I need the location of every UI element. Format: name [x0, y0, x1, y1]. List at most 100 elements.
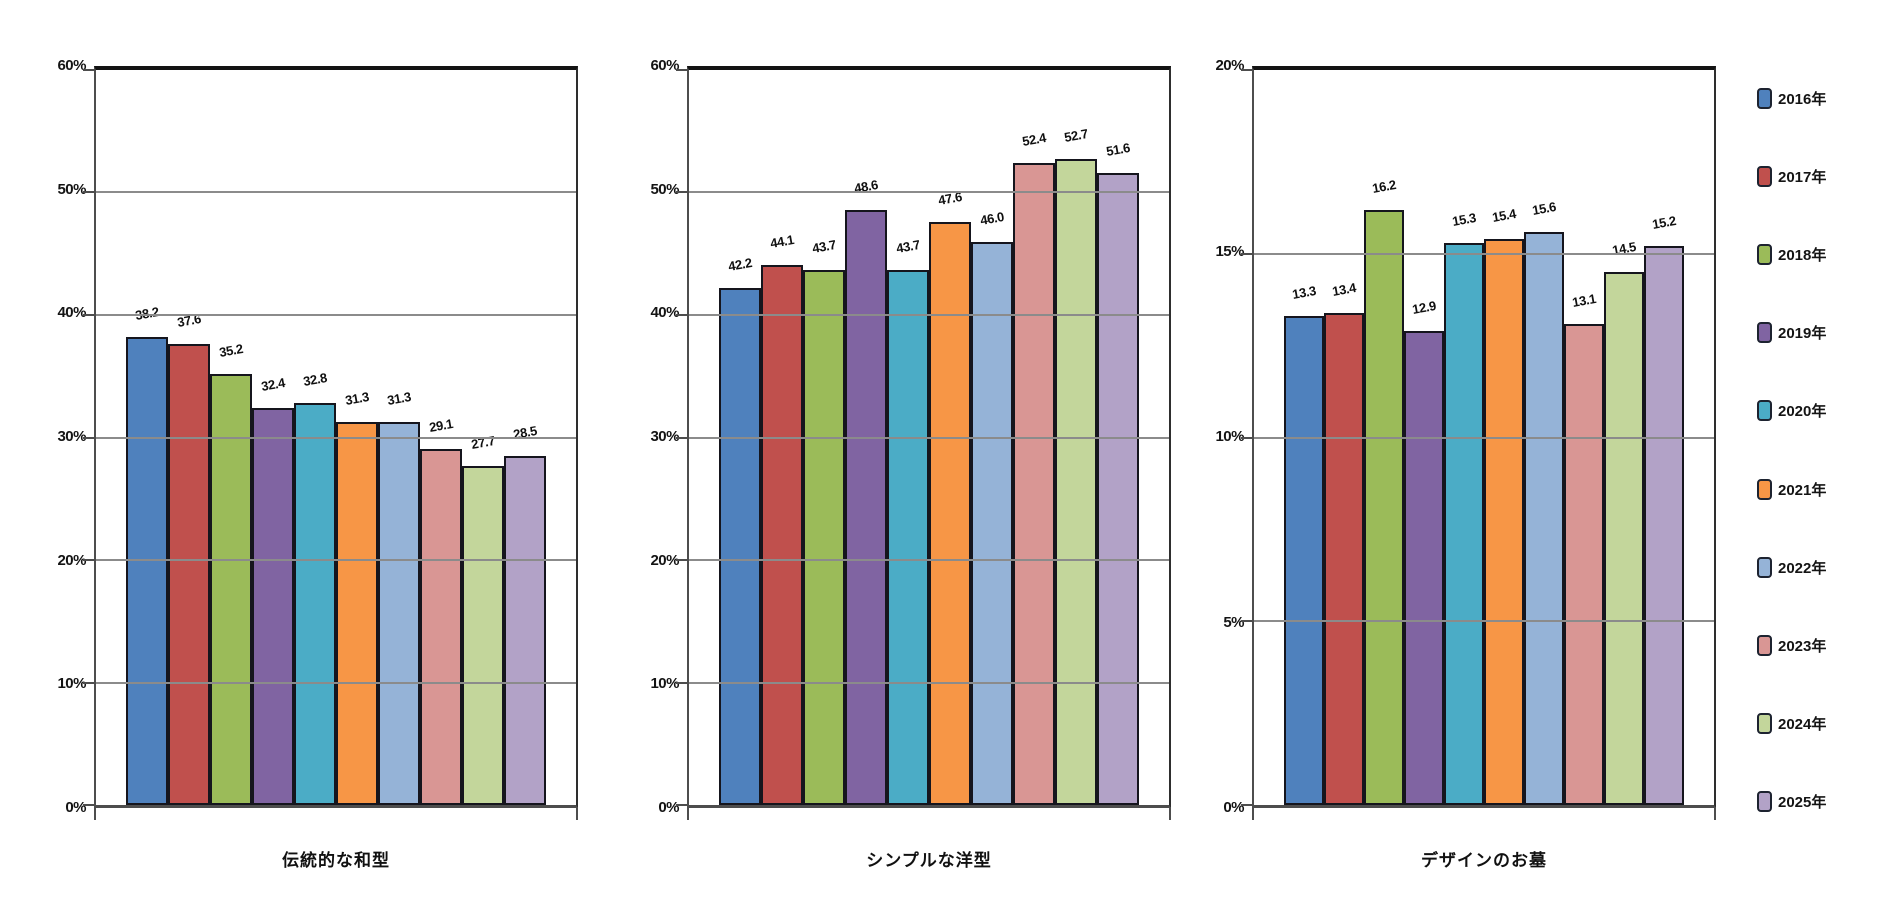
category-label: シンプルな洋型	[866, 851, 992, 870]
legend-label: 2023年	[1778, 637, 1827, 655]
y-tick-label: 20%	[57, 551, 86, 569]
gridline	[1254, 436, 1714, 439]
legend-item-2019年: 2019年	[1757, 322, 1827, 344]
bar-2024年	[1055, 159, 1097, 805]
bar-value-label: 31.3	[386, 388, 412, 408]
y-tick-label: 20%	[1215, 57, 1244, 74]
bar-value-label: 16.2	[1371, 176, 1397, 196]
bar-value-label: 12.9	[1411, 297, 1437, 317]
gridline	[96, 191, 576, 194]
plot-column: 13.3 13.4 16.2 12.9 15.3 15.4 15.6 13.1 14.5 15.2…	[1241, 66, 1716, 871]
bar-slot-2019年: 48.6	[845, 70, 887, 805]
bar-2021年	[336, 421, 378, 805]
gridline	[96, 558, 576, 561]
legend-item-2017年: 2017年	[1757, 166, 1826, 188]
bar-2019年	[845, 209, 887, 805]
legend-item-2021年: 2021年	[1757, 478, 1827, 500]
bar-2025年	[1644, 246, 1684, 805]
legend-label: 2020年	[1778, 403, 1827, 421]
legend-label: 2016年	[1778, 91, 1827, 108]
bar-value-label: 43.7	[811, 236, 837, 256]
bar-slot-2022年: 15.6	[1524, 70, 1564, 805]
y-axis: 60% 50% 40% 30% 20% 10% 0%	[42, 57, 94, 816]
bar-2022年	[378, 421, 420, 805]
bar-value-label: 28.5	[512, 422, 538, 442]
y-axis-tick	[83, 804, 94, 806]
bar-slot-2018年: 35.2	[210, 70, 252, 805]
bar-slot-2020年: 43.7	[887, 70, 929, 805]
y-axis-tick	[676, 558, 687, 561]
y-tick-label: 30%	[650, 428, 679, 445]
legend-swatch	[1757, 478, 1772, 500]
bar-value-label: 14.5	[1611, 239, 1637, 259]
bar-slot-2023年: 52.4	[1013, 70, 1055, 805]
y-axis-tick	[676, 69, 687, 71]
legend: 2016年 2017年 2018年 2019年 2020年 2021年 2022年 2023年…	[1757, 88, 1826, 812]
bar-2017年	[761, 264, 803, 805]
bar-value-label: 13.3	[1291, 283, 1317, 303]
bars-group: 42.2 44.1 43.7 48.6 43.7 47.6 46.0 52.4 52.7 51.6	[689, 70, 1169, 805]
bars-group: 13.3 13.4 16.2 12.9 15.3 15.4 15.6 13.1 14.5 15.2	[1254, 70, 1714, 805]
bar-value-label: 15.6	[1531, 198, 1557, 218]
legend-label: 2022年	[1778, 559, 1827, 577]
bar-slot-2019年: 32.4	[252, 70, 294, 805]
bar-slot-2022年: 31.3	[378, 70, 420, 805]
y-tick-label: 10%	[1215, 428, 1244, 445]
bar-2021年	[1484, 239, 1524, 805]
bar-2023年	[420, 448, 462, 805]
bar-slot-2025年: 15.2	[1644, 70, 1684, 805]
panel-designed-grave: 20% 15% 10% 5% 0% 13.3 13.4 16.2 12.9 15.3 15.4 15…	[1200, 57, 1716, 871]
legend-item-2020年: 2020年	[1757, 400, 1827, 422]
gridline	[689, 436, 1169, 439]
bar-value-label: 52.7	[1063, 126, 1089, 146]
legend-item-2023年: 2023年	[1757, 634, 1827, 656]
legend-label: 2024年	[1778, 715, 1827, 733]
legend-swatch	[1757, 556, 1772, 578]
bar-value-label: 51.6	[1105, 139, 1131, 159]
gridline	[96, 313, 576, 316]
legend-label: 2018年	[1778, 247, 1827, 265]
gridline	[689, 191, 1169, 194]
bar-slot-2018年: 16.2	[1364, 70, 1404, 805]
gridline	[689, 681, 1169, 684]
bar-slot-2016年: 42.2	[719, 70, 761, 805]
bar-slot-2025年: 51.6	[1097, 70, 1139, 805]
y-tick-label: 40%	[650, 304, 679, 322]
y-axis-tick	[83, 436, 94, 439]
bar-2023年	[1564, 323, 1604, 805]
legend-swatch	[1757, 88, 1772, 109]
y-tick-label: 30%	[57, 428, 86, 445]
legend-swatch	[1757, 166, 1772, 188]
bar-slot-2019年: 12.9	[1404, 70, 1444, 805]
plot-column: 42.2 44.1 43.7 48.6 43.7 47.6 46.0 52.4 52.7 51.6…	[676, 66, 1171, 871]
plot-area: 38.237.6 35.2 32.4 32.8 31.3 31.3 29.1 27.7 28.5	[83, 66, 578, 820]
y-axis-tick	[83, 681, 94, 684]
bar-slot-2023年: 29.1	[420, 70, 462, 805]
bar-2022年	[1524, 231, 1564, 805]
bar-2019年	[1404, 330, 1444, 805]
y-tick-label: 40%	[57, 304, 86, 322]
bar-value-label: 35.2	[218, 340, 244, 360]
legend-swatch	[1757, 790, 1772, 812]
legend-label: 2021年	[1778, 481, 1827, 499]
bar-value-label: 32.4	[260, 375, 286, 395]
y-tick-label: 0%	[1223, 799, 1244, 816]
y-tick-label: 50%	[650, 180, 679, 198]
bar-slot-2022年: 46.0	[971, 70, 1013, 805]
bar-2017年	[1324, 312, 1364, 805]
bar-2016年	[126, 337, 168, 805]
y-axis-tick	[676, 681, 687, 684]
category-label: 伝統的な和型	[282, 851, 390, 870]
y-tick-label: 50%	[57, 180, 86, 198]
bar-2017年	[168, 344, 210, 805]
bar-value-label: 13.1	[1571, 290, 1597, 310]
bar-2018年	[1364, 209, 1404, 805]
legend-label: 2019年	[1778, 325, 1827, 343]
panel-traditional-japanese-style: 60% 50% 40% 30% 20% 10% 0% 38.237.6 35.2 32.4 32.…	[42, 57, 578, 871]
bar-slot-2017年: 13.4	[1324, 70, 1364, 805]
bar-2020年	[887, 269, 929, 805]
legend-swatch	[1757, 712, 1772, 734]
bar-2016年	[1284, 316, 1324, 805]
bar-2025年	[504, 455, 546, 805]
